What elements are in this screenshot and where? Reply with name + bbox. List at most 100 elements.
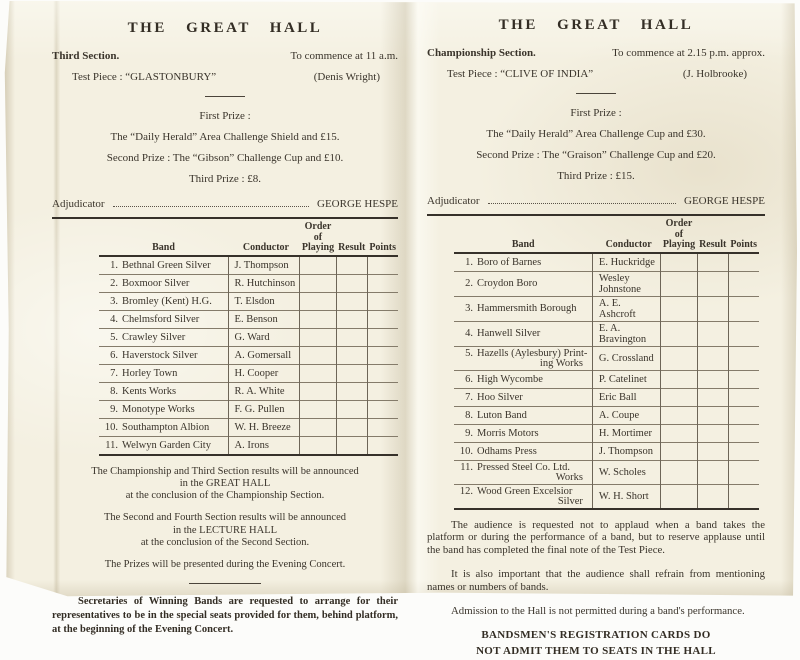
order-of-playing-column-header: Order of Playing — [299, 221, 337, 257]
test-piece: Test Piece : “GLASTONBURY” — [72, 71, 217, 83]
result-cell — [696, 441, 729, 460]
band-cell: 8. Kents Works — [99, 381, 229, 400]
section-divider — [576, 93, 616, 94]
registration-notice: BANDSMEN'S REGISTRATION CARDS DO NOT ADM… — [427, 628, 765, 660]
table-top-rule — [427, 214, 765, 216]
band-row: 10. Southampton Albion W. H. Breeze — [99, 417, 398, 436]
points-cell — [727, 441, 759, 460]
adjudicator-label: Adjudicator — [52, 198, 105, 210]
points-cell — [727, 459, 759, 484]
row-number: 6. — [110, 349, 118, 361]
order-of-playing-cell — [299, 417, 337, 436]
results-table: Band Conductor Order of Playing Result P… — [99, 221, 398, 456]
prizes-note: The Prizes will be presented during the … — [104, 559, 346, 571]
band-cell: 8. Luton Band — [454, 405, 593, 424]
band-row: 6. High Wycombe P. Catelinet — [454, 369, 759, 388]
order-of-playing-cell — [299, 363, 337, 382]
band-cell: 12. Wood Green Excelsior Silver — [454, 483, 593, 509]
order-of-playing-cell — [299, 381, 337, 400]
conductor-cell: R. A. White — [227, 381, 300, 400]
result-cell — [696, 459, 729, 484]
result-column-header: Result — [697, 218, 729, 254]
page-championship-section: THE GREAT HALL Championship Section. To … — [427, 17, 765, 660]
order-of-playing-cell — [299, 309, 337, 328]
order-of-playing-cell — [299, 345, 337, 364]
row-number: 1. — [110, 259, 118, 271]
order-of-playing-cell — [299, 255, 337, 274]
secretaries-note: Secretaries of Winning Bands are request… — [52, 596, 398, 636]
order-of-playing-cell — [660, 483, 698, 509]
page-third-section: THE GREAT HALL Third Section. To commenc… — [52, 20, 398, 637]
results-announcement-note: The Second and Fourth Section results wi… — [103, 512, 347, 548]
order-of-playing-cell — [660, 441, 698, 460]
row-number: 7. — [110, 367, 118, 379]
band-row: 8. Luton Band A. Coupe — [454, 405, 759, 424]
band-column-header: Band — [99, 221, 229, 257]
adjudicator-label: Adjudicator — [427, 195, 480, 207]
applause-note: The audience is requested not to applaud… — [427, 518, 765, 557]
order-of-playing-cell — [299, 327, 337, 346]
conductor-cell: E. A. Bravington — [591, 320, 661, 346]
conductor-column-header: Conductor — [228, 221, 300, 257]
order-of-playing-cell — [660, 252, 698, 271]
result-cell — [335, 345, 368, 364]
table-header: Band Conductor Order of Playing Result P… — [99, 221, 398, 257]
row-number: 2. — [465, 278, 473, 289]
band-row: 6. Haverstock Silver A. Gomersall — [99, 345, 398, 364]
band-cell: 3. Bromley (Kent) H.G. — [99, 291, 229, 310]
result-cell — [335, 309, 368, 328]
conductor-cell: A. Coupe — [591, 405, 661, 424]
page-title: THE GREAT HALL — [127, 20, 323, 36]
band-cell: 10. Odhams Press — [454, 441, 593, 460]
band-cell: 2. Croydon Boro — [454, 270, 593, 296]
band-cell: 1. Boro of Barnes — [454, 253, 592, 272]
result-cell — [696, 295, 729, 321]
conductor-cell: H. Mortimer — [591, 423, 661, 442]
footer-divider — [189, 583, 261, 585]
band-row: 1. Boro of Barnes E. Huckridge — [454, 252, 759, 272]
result-cell — [335, 381, 368, 400]
order-of-playing-cell — [660, 295, 698, 321]
row-number: 3. — [110, 295, 118, 307]
conductor-cell: G. Crossland — [591, 345, 661, 370]
order-of-playing-cell — [660, 369, 698, 388]
band-cell: 7. Hoo Silver — [454, 387, 593, 406]
points-cell — [727, 369, 759, 388]
registration-notice-line: NOT ADMIT THEM TO SEATS IN THE HALL — [476, 644, 716, 657]
first-prize-heading: First Prize : — [570, 107, 622, 119]
result-cell — [696, 320, 729, 346]
band-row: 3. Hammersmith Borough A. E. Ashcroft — [454, 295, 759, 321]
band-row: 5. Crawley Silver G. Ward — [99, 327, 398, 346]
result-cell — [335, 273, 368, 292]
order-of-playing-column-header: Order of Playing — [660, 218, 698, 254]
result-cell — [335, 435, 368, 455]
adjudicator-name: GEORGE HESPE — [684, 195, 765, 207]
band-row: 10. Odhams Press J. Thompson — [454, 441, 759, 460]
band-cell: 5. Hazells (Aylesbury) Print-ing Works — [454, 345, 593, 370]
adjudicator-dotted-leader — [487, 203, 677, 204]
third-prize: Third Prize : £8. — [188, 173, 262, 185]
band-row: 7. Hoo Silver Eric Ball — [454, 387, 759, 406]
band-row: 2. Croydon Boro Wesley Johnstone — [454, 270, 759, 296]
order-of-playing-cell — [660, 423, 698, 442]
band-cell: 2. Boxmoor Silver — [99, 273, 229, 292]
conductor-cell: Wesley Johnstone — [591, 270, 661, 296]
conductor-cell: A. Gomersall — [227, 345, 300, 364]
band-row: 11. Welwyn Garden City A. Irons — [99, 435, 398, 455]
row-number: 9. — [465, 427, 473, 439]
result-cell — [335, 417, 368, 436]
result-cell — [696, 483, 729, 509]
points-cell — [727, 387, 759, 406]
second-prize: Second Prize : The “Gibson” Challenge Cu… — [106, 152, 344, 164]
points-cell — [366, 273, 398, 292]
adjudicator-row: Adjudicator GEORGE HESPE — [427, 195, 765, 207]
first-prize: The “Daily Herald” Area Challenge Cup an… — [486, 128, 706, 140]
points-cell — [727, 295, 759, 321]
adjudicator-dotted-leader — [112, 206, 310, 207]
section-label: Championship Section. — [427, 47, 536, 59]
commence-time: To commence at 2.15 p.m. approx. — [612, 47, 765, 59]
composer: (Denis Wright) — [313, 71, 380, 83]
order-of-playing-cell — [660, 459, 698, 484]
conductor-cell: E. Huckridge — [591, 252, 661, 271]
points-cell — [366, 435, 398, 455]
